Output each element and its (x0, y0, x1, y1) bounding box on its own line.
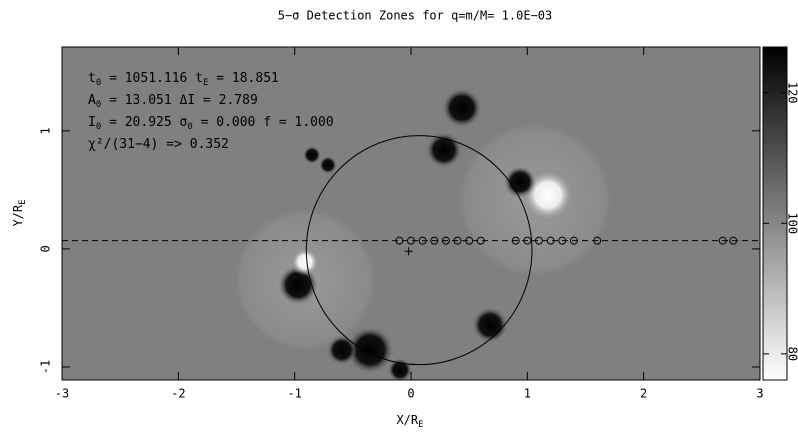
annotation-sub: 0 (187, 122, 192, 132)
annotation-sub: 0 (96, 78, 101, 88)
annotation-part: = 20.925 σ (101, 115, 187, 130)
annotation: I0 = 20.925 σ0 = 0.000 f = 1.000 (88, 115, 334, 132)
zone (291, 248, 319, 276)
x-tick-label: 1 (524, 387, 531, 401)
y-label: Y/RE (11, 199, 28, 226)
x-tick-label: -3 (55, 387, 69, 401)
x-label-part: X/R (396, 413, 418, 427)
einstein-ring (305, 135, 533, 366)
detection (534, 236, 543, 245)
annotation: t0 = 1051.116 tE = 18.851 (88, 71, 279, 88)
y-tick-label: 1 (39, 127, 53, 134)
detection (511, 236, 520, 245)
chart-title: 5−σ Detection Zones for q=m/M= 1.0E−03 (278, 9, 553, 23)
x-tick-label: 3 (756, 387, 763, 401)
zone (327, 335, 357, 365)
colorbar (762, 46, 788, 381)
zone (472, 307, 508, 343)
colorbar-tick-label: 100 (786, 212, 798, 234)
detection (453, 236, 462, 245)
plot-background (62, 47, 760, 380)
x-tick-label: 2 (640, 387, 647, 401)
annotation-part: χ²/(31−4) => 0.352 (88, 137, 229, 152)
zone (319, 156, 337, 174)
y-label-sub: E (18, 199, 28, 204)
annotation-part: A (88, 93, 96, 108)
x-axis-label: X/RE (396, 413, 423, 430)
zone (426, 132, 462, 168)
zone (442, 88, 482, 128)
detection (465, 236, 474, 245)
x-tick-label: 0 (407, 387, 414, 401)
lens (404, 247, 413, 256)
zone (346, 326, 394, 374)
annotation: χ²/(31−4) => 0.352 (88, 137, 229, 152)
colorbar-tick-label: 120 (786, 82, 798, 104)
y-axis-label: Y/RE (11, 199, 28, 226)
annotation-sub: E (203, 78, 208, 88)
annotation-part: I (88, 115, 96, 130)
y-label-part: Y/R (11, 204, 25, 226)
annotation-part: = 1051.116 t (101, 71, 203, 86)
zone (303, 146, 321, 164)
annotation: A0 = 13.051 ΔI = 2.789 (88, 93, 258, 110)
annotation-part: t (88, 71, 96, 86)
colorbar-tick-label: 80 (786, 347, 798, 361)
y-tick-label: 0 (39, 245, 53, 252)
x-label: X/RE (396, 413, 423, 430)
annotation-part: = 13.051 ΔI = 2.789 (101, 93, 258, 108)
x-label-sub: E (418, 420, 423, 430)
detection (546, 236, 555, 245)
detection (558, 236, 567, 245)
detection (523, 236, 532, 245)
detection (430, 236, 439, 245)
detection (593, 236, 602, 245)
detection (718, 236, 727, 245)
annotation-sub: 0 (96, 122, 101, 132)
detection-map (233, 88, 613, 380)
x-tick-label: -1 (287, 387, 301, 401)
annotation-part: = 0.000 f = 1.000 (193, 115, 334, 130)
detection (441, 236, 450, 245)
detection (729, 236, 738, 245)
y-tick-label: -1 (39, 360, 53, 374)
annotation-sub: 0 (96, 100, 101, 110)
detection (476, 236, 485, 245)
x-tick-label: -2 (171, 387, 185, 401)
detection (569, 236, 578, 245)
detection (407, 236, 415, 245)
zone (504, 166, 536, 198)
detection (418, 236, 427, 245)
detection (395, 236, 404, 245)
annotation-part: = 18.851 (208, 71, 278, 86)
